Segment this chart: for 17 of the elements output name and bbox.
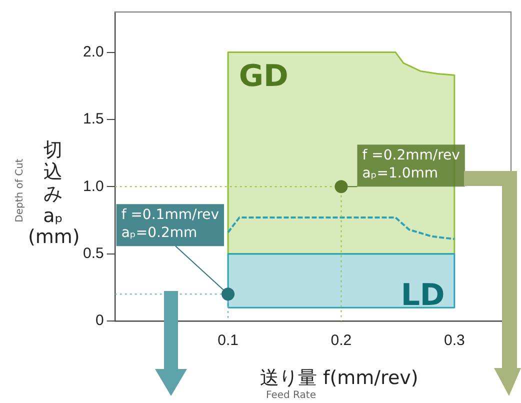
x-tick-label: 0.2 bbox=[330, 332, 352, 350]
x-tick-label: 0.3 bbox=[444, 332, 465, 350]
y-tick-label: 2.0 bbox=[82, 43, 104, 60]
text: Depth of Cut bbox=[14, 158, 26, 222]
annotation: f =0.2mm/rev aₚ=1.0mm bbox=[362, 147, 460, 182]
x-axis-title: 送り量 f(mm/rev) bbox=[260, 366, 418, 390]
y-tick-label: 1.0 bbox=[82, 178, 104, 195]
y-tick-label: 0.5 bbox=[82, 244, 104, 262]
y-tick-label: 1.5 bbox=[82, 110, 104, 128]
annotation: f =0.1mm/rev aₚ=0.2mm bbox=[121, 206, 220, 241]
text: Feed Rate bbox=[266, 390, 316, 401]
line-series bbox=[227, 216, 456, 240]
y-axis-title: 切込み aₚ (mm) bbox=[28, 139, 80, 250]
annotation: LD bbox=[400, 278, 445, 313]
y-tick-label: 0 bbox=[96, 312, 104, 330]
annotation: GD bbox=[238, 58, 288, 94]
x-tick-label: 0.1 bbox=[218, 332, 238, 350]
